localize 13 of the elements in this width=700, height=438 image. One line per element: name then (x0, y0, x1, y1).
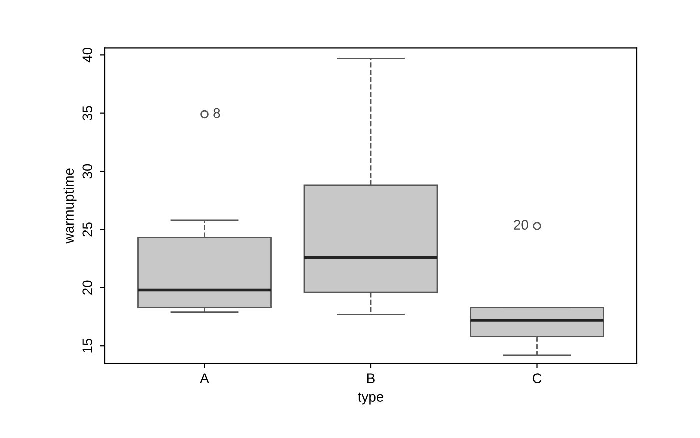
x-tick-label: B (368, 374, 375, 384)
x-axis-title: type (358, 392, 384, 405)
annotation: 8 (214, 108, 220, 118)
y-tick-label: 40 (82, 48, 93, 63)
x-tick-label: C (532, 374, 542, 384)
x-tick-label: A (200, 374, 210, 384)
y-tick-label: 30 (82, 164, 93, 179)
annotation: 20 (514, 220, 528, 230)
y-tick-label: 20 (82, 280, 93, 295)
y-tick-label: 25 (82, 222, 93, 237)
y-tick-label: 15 (82, 338, 93, 353)
y-axis-title: warmuptime (64, 168, 77, 244)
y-tick-label: 35 (82, 106, 93, 121)
